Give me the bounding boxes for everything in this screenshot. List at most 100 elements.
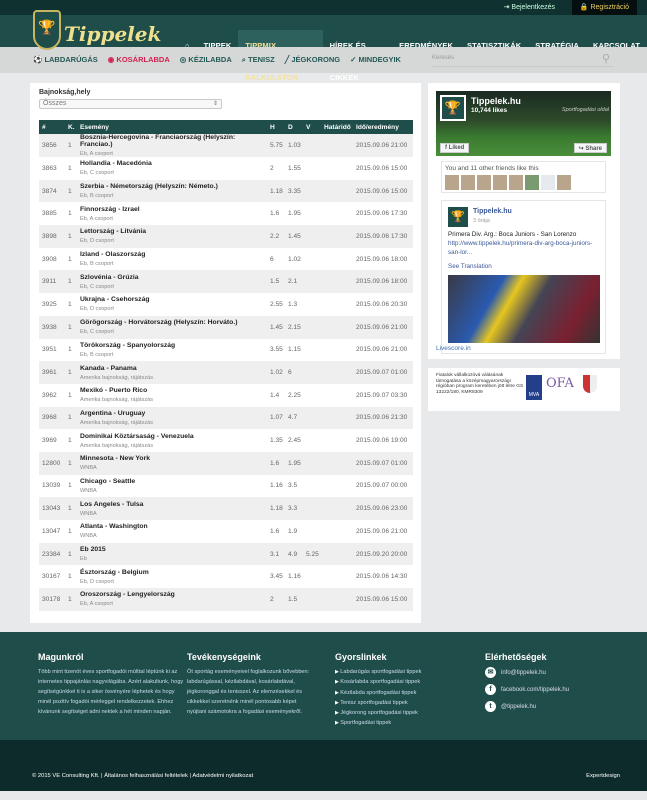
avatar[interactable] (477, 175, 491, 190)
table-row[interactable]: 3911 1 Szlovénia - Grúzia Eb, C csoport 1.5 2… (39, 270, 413, 294)
event-name[interactable]: Eb 2015 (80, 546, 106, 554)
odds-v[interactable] (303, 316, 321, 339)
event-name[interactable]: Finnország - Izrael (80, 205, 140, 213)
sport-tenisz[interactable]: ⌕ TENISZ (241, 55, 275, 64)
odds-h[interactable]: 1.18 (270, 187, 283, 195)
contact-twitter[interactable]: t @tippelek.hu (485, 701, 635, 712)
odds-h[interactable]: 3.55 (270, 346, 283, 354)
event-name[interactable]: Szlovénia - Grúzia (80, 273, 139, 281)
event-name[interactable]: Dominikai Köztársaság - Venezuela (80, 432, 194, 440)
odds-v[interactable] (303, 180, 321, 203)
odds-d[interactable]: 1.95 (288, 459, 301, 467)
odds-v[interactable] (303, 475, 321, 498)
home-icon[interactable]: ⌂ (185, 41, 190, 50)
table-row[interactable]: 3874 1 Szerbia - Németország (Helyszín: Né… (39, 179, 413, 203)
odds-h[interactable]: 1.35 (270, 437, 283, 445)
table-row[interactable]: 23384 1 Eb 2015 Eb 3.1 4.9 5.25 2015.09.20 20:0… (39, 542, 413, 566)
odds-h[interactable]: 1.4 (270, 391, 280, 399)
sport-kosarlabda[interactable]: ◉ KOSÁRLABDA (107, 55, 170, 64)
contact-facebook[interactable]: f facebook.com/tippelek.hu (485, 684, 635, 695)
quicklink[interactable]: Kosárlabda sportfogadási tippek (335, 677, 485, 687)
quicklink[interactable]: Sportfogadási tippek (335, 718, 485, 728)
see-translation-link[interactable]: See Translation (448, 263, 492, 270)
post-time[interactable]: 3 órája (473, 218, 490, 224)
event-name[interactable]: Los Angeles - Tulsa (80, 500, 144, 508)
odds-v[interactable] (303, 270, 321, 293)
event-name[interactable]: Argentina - Uruguay (80, 409, 146, 417)
odds-d[interactable]: 3.35 (288, 187, 301, 195)
sport-labdarugas[interactable]: ⚽ LABDARÚGÁS (33, 55, 98, 64)
odds-h[interactable]: 1.6 (270, 527, 280, 535)
event-name[interactable]: Hollandia - Macedónia (80, 160, 152, 168)
avatar[interactable] (445, 175, 459, 190)
odds-h[interactable]: 1.16 (270, 482, 283, 490)
table-row[interactable]: 12800 1 Minnesota - New York WNBA 1.6 1.95 201… (39, 451, 413, 475)
event-name[interactable]: Bosznia-Hercegovina - Franciaország (Hel… (80, 134, 236, 148)
odds-h[interactable]: 1.45 (270, 323, 283, 331)
table-row[interactable]: 3961 1 Kanada - Panama Amerika bajnokság, r… (39, 361, 413, 384)
post-link[interactable]: http://www.tippelek.hu/primera-div-arg-b… (448, 240, 593, 256)
search-icon[interactable]: ⚲ (601, 53, 610, 65)
event-name[interactable]: Észtország - Belgium (80, 568, 149, 576)
nav-tippek[interactable]: TIPPEK (203, 41, 232, 50)
odds-v[interactable] (303, 202, 321, 225)
odds-v[interactable] (303, 134, 321, 157)
odds-h[interactable]: 1.6 (270, 459, 280, 467)
odds-v[interactable] (303, 407, 321, 430)
table-row[interactable]: 3908 1 Izland - Olaszország Eb, B csoport 6 1… (39, 248, 413, 271)
odds-h[interactable]: 1.02 (270, 369, 283, 377)
odds-d[interactable]: 3.5 (288, 482, 298, 490)
event-name[interactable]: Izland - Olaszország (80, 251, 146, 259)
sport-mindegyik[interactable]: ✓ MINDEGYIK (350, 55, 401, 64)
nav-eredmenyek[interactable]: EREDMÉNYEK (399, 41, 454, 50)
odds-h[interactable]: 2 (270, 164, 274, 172)
odds-v[interactable] (303, 248, 321, 271)
fb-page-name[interactable]: Tippelek.hu (471, 96, 521, 106)
league-select[interactable]: Összes ⇕ (39, 99, 222, 109)
table-row[interactable]: 3962 1 Mexikó - Puerto Rico Amerika bajnoks… (39, 384, 413, 407)
table-row[interactable]: 3885 1 Finnország - Izrael Eb, A csoport 1.6… (39, 202, 413, 225)
fb-share-button[interactable]: ↪ Share (573, 143, 607, 153)
odds-h[interactable]: 6 (270, 255, 274, 263)
odds-d[interactable]: 4.7 (288, 414, 298, 422)
table-row[interactable]: 30178 1 Oroszország - Lengyelország Eb, A c… (39, 588, 413, 611)
avatar[interactable] (461, 175, 475, 190)
event-name[interactable]: Ukrajna - Csehország (80, 296, 150, 304)
nav-statisztikak[interactable]: STATISZTIKÁK (467, 41, 522, 50)
odds-h[interactable]: 3.45 (270, 573, 283, 581)
odds-d[interactable]: 3.3 (288, 505, 298, 513)
table-row[interactable]: 3938 1 Görögország - Horvátország (Helyszí… (39, 315, 413, 339)
odds-d[interactable]: 1.55 (288, 164, 301, 172)
odds-d[interactable]: 1.45 (288, 232, 301, 240)
quicklink[interactable]: Kézilabda sportfogadási tippek (335, 688, 485, 698)
odds-v[interactable] (303, 339, 321, 362)
event-name[interactable]: Oroszország - Lengyelország (80, 591, 175, 599)
table-row[interactable]: 3969 1 Dominikai Köztársaság - Venezuela Am… (39, 429, 413, 452)
event-name[interactable]: Chicago - Seattle (80, 477, 136, 485)
table-row[interactable]: 13043 1 Los Angeles - Tulsa WNBA 1.18 3.3 2015… (39, 497, 413, 520)
odds-v[interactable] (303, 293, 321, 316)
register-link[interactable]: 🔒 Regisztráció (571, 0, 637, 15)
nav-kapcsolat[interactable]: KAPCSOLAT (592, 41, 640, 50)
odds-d[interactable]: 1.5 (288, 595, 298, 603)
odds-d[interactable]: 4.9 (288, 550, 298, 558)
odds-h[interactable]: 2.2 (270, 232, 280, 240)
avatar[interactable] (509, 175, 523, 190)
event-name[interactable]: Törökország - Spanyolország (80, 341, 176, 349)
odds-v[interactable] (303, 588, 321, 611)
odds-d[interactable]: 2.15 (288, 323, 301, 331)
post-image[interactable] (448, 275, 600, 343)
livescore-link[interactable]: Livescore.in (436, 345, 471, 352)
copyright-links[interactable]: © 2015 VE Consulting Kft. | Általános fe… (32, 773, 254, 779)
brand-name[interactable]: Tippelek (64, 22, 162, 46)
odds-v[interactable]: 5.25 (306, 550, 319, 558)
table-row[interactable]: 3863 1 Hollandia - Macedónia Eb, C csoport 2… (39, 157, 413, 180)
odds-d[interactable]: 6 (288, 369, 292, 377)
odds-v[interactable] (303, 225, 321, 248)
search-input[interactable]: Keresés ⚲ (432, 52, 614, 67)
odds-d[interactable]: 1.02 (288, 255, 301, 263)
odds-h[interactable]: 1.07 (270, 414, 283, 422)
table-row[interactable]: 13047 1 Atlanta - Washington WNBA 1.6 1.9 2015… (39, 520, 413, 543)
odds-h[interactable]: 5.75 (270, 142, 283, 149)
odds-v[interactable] (303, 452, 321, 475)
